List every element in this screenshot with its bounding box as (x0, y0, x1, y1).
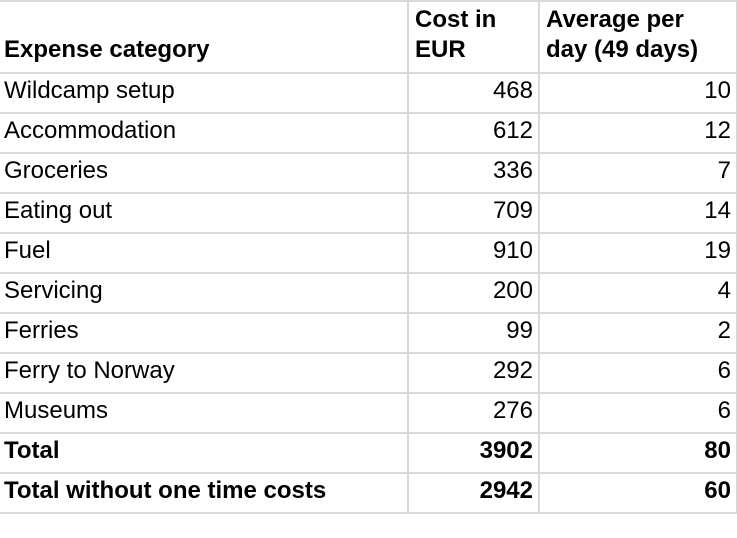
cell-avg-per-day[interactable]: 6 (538, 392, 737, 434)
cell-category[interactable]: Ferry to Norway (0, 352, 409, 394)
cell-avg-per-day[interactable]: 12 (538, 112, 737, 154)
cell-avg-per-day[interactable]: 80 (538, 432, 737, 474)
cell-cost-eur[interactable]: 3902 (407, 432, 540, 474)
cell-cost-eur[interactable]: 612 (407, 112, 540, 154)
table-row-total: Total 3902 80 (0, 432, 737, 474)
table-row: Ferry to Norway 292 6 (0, 352, 737, 394)
table-header-row: Expense category Cost in EUR Average per… (0, 0, 737, 74)
cell-avg-per-day[interactable]: 7 (538, 152, 737, 194)
cell-category[interactable]: Fuel (0, 232, 409, 274)
table-row-total-without-one-time-costs: Total without one time costs 2942 60 (0, 472, 737, 514)
cell-avg-per-day[interactable]: 19 (538, 232, 737, 274)
cell-cost-eur[interactable]: 2942 (407, 472, 540, 514)
table-row: Accommodation 612 12 (0, 112, 737, 154)
cell-avg-per-day[interactable]: 14 (538, 192, 737, 234)
cell-cost-eur[interactable]: 910 (407, 232, 540, 274)
cell-avg-per-day[interactable]: 2 (538, 312, 737, 354)
cell-category[interactable]: Wildcamp setup (0, 72, 409, 114)
cell-category[interactable]: Accommodation (0, 112, 409, 154)
expense-table: Expense category Cost in EUR Average per… (0, 0, 737, 514)
cell-category[interactable]: Total without one time costs (0, 472, 409, 514)
cell-avg-per-day[interactable]: 60 (538, 472, 737, 514)
cell-cost-eur[interactable]: 709 (407, 192, 540, 234)
table-row: Museums 276 6 (0, 392, 737, 434)
cell-category[interactable]: Ferries (0, 312, 409, 354)
cell-avg-per-day[interactable]: 6 (538, 352, 737, 394)
cell-category[interactable]: Total (0, 432, 409, 474)
table-row: Fuel 910 19 (0, 232, 737, 274)
table-row: Wildcamp setup 468 10 (0, 72, 737, 114)
table-row: Eating out 709 14 (0, 192, 737, 234)
cell-avg-per-day[interactable]: 10 (538, 72, 737, 114)
cell-category[interactable]: Eating out (0, 192, 409, 234)
table-row: Ferries 99 2 (0, 312, 737, 354)
cell-category[interactable]: Museums (0, 392, 409, 434)
header-cost-in-eur[interactable]: Cost in EUR (407, 0, 540, 74)
table-row: Groceries 336 7 (0, 152, 737, 194)
cell-avg-per-day[interactable]: 4 (538, 272, 737, 314)
cell-cost-eur[interactable]: 276 (407, 392, 540, 434)
cell-cost-eur[interactable]: 468 (407, 72, 540, 114)
cell-cost-eur[interactable]: 292 (407, 352, 540, 394)
cell-cost-eur[interactable]: 336 (407, 152, 540, 194)
cell-category[interactable]: Servicing (0, 272, 409, 314)
header-average-per-day[interactable]: Average per day (49 days) (538, 0, 737, 74)
cell-cost-eur[interactable]: 99 (407, 312, 540, 354)
header-expense-category[interactable]: Expense category (0, 0, 409, 74)
cell-category[interactable]: Groceries (0, 152, 409, 194)
table-row: Servicing 200 4 (0, 272, 737, 314)
cell-cost-eur[interactable]: 200 (407, 272, 540, 314)
